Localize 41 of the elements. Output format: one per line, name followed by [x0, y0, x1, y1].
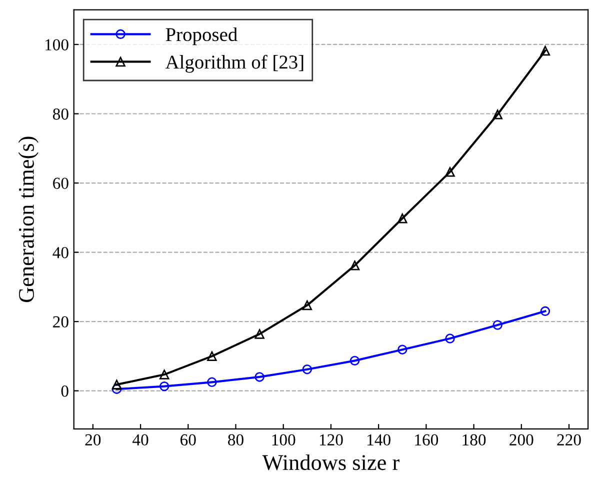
- x-tick-label: 40: [132, 434, 148, 446]
- point: [207, 377, 217, 388]
- point: [492, 110, 502, 120]
- point: [112, 384, 122, 394]
- point: [350, 356, 360, 366]
- point: [398, 344, 408, 354]
- legend-label: Algorithm of [23]: [165, 54, 304, 73]
- y-tick-label: 100: [45, 39, 68, 50]
- y-tick-label: 0: [61, 386, 68, 397]
- point: [445, 167, 455, 177]
- x-tick-label: 140: [368, 434, 390, 446]
- point: [445, 334, 455, 344]
- x-tick-label: 100: [272, 434, 296, 446]
- x-tick-label: 60: [180, 434, 196, 446]
- x-tick-label: 80: [228, 434, 244, 446]
- point: [254, 372, 264, 382]
- point: [254, 329, 264, 339]
- x-tick-label: 200: [510, 434, 534, 446]
- y-tick-label: 20: [53, 316, 68, 328]
- point: [302, 364, 312, 374]
- point: [159, 381, 170, 392]
- point: [540, 306, 550, 316]
- x-axis-title: Windows size r: [262, 454, 400, 470]
- x-tick-label: 20: [85, 434, 101, 446]
- x-tick-label: 160: [415, 434, 438, 446]
- x-tick-label: 220: [557, 434, 581, 446]
- y-tick-label: 40: [52, 246, 68, 258]
- x-tick-label: 180: [462, 434, 486, 446]
- point: [350, 260, 360, 270]
- point: [207, 351, 217, 362]
- legend-label: Proposed: [166, 27, 238, 46]
- point: [112, 380, 122, 390]
- point: [159, 370, 170, 380]
- point: [302, 300, 312, 310]
- point: [492, 320, 502, 330]
- x-tick-label: 120: [320, 434, 343, 446]
- point: [540, 46, 550, 56]
- y-tick-label: 60: [53, 178, 68, 189]
- y-tick-label: 80: [52, 108, 68, 120]
- point: [398, 213, 408, 224]
- y-axis-title: Generation time(s): [18, 136, 38, 302]
